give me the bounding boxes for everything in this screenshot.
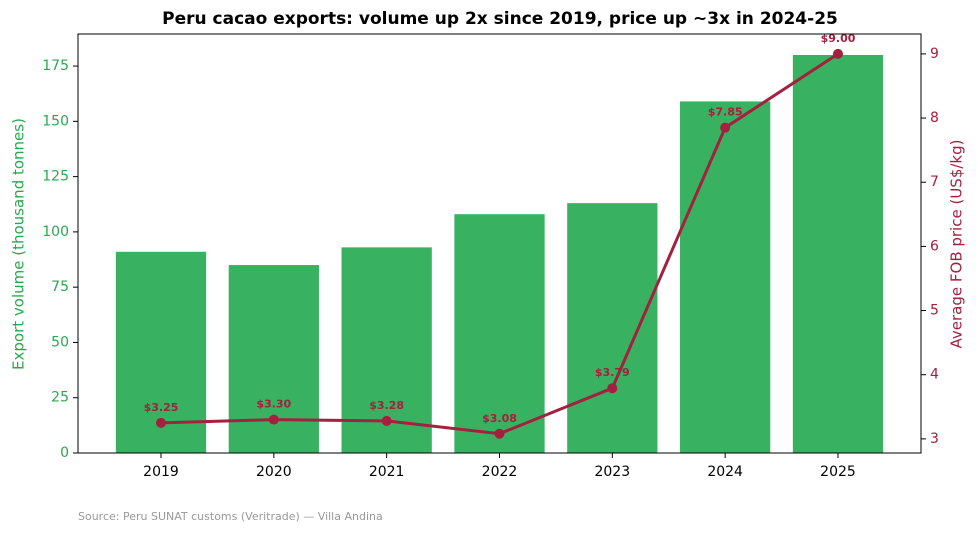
y2-tick-label: 8 bbox=[930, 110, 939, 126]
price-point bbox=[268, 414, 279, 425]
y2-tick-label: 4 bbox=[930, 367, 939, 383]
y-axis-label: Export volume (thousand tonnes) bbox=[10, 118, 28, 370]
x-tick-label: 2021 bbox=[369, 464, 405, 480]
bar bbox=[792, 55, 884, 453]
bar bbox=[454, 214, 545, 453]
price-point bbox=[832, 48, 843, 59]
y2-tick-label: 6 bbox=[930, 238, 939, 254]
price-point bbox=[381, 415, 392, 426]
y2-tick-label: 7 bbox=[930, 174, 939, 190]
price-point bbox=[494, 428, 505, 439]
y-tick-label: 150 bbox=[42, 113, 69, 129]
data-label: $7.85 bbox=[708, 106, 743, 119]
x-tick-label: 2019 bbox=[143, 464, 179, 480]
x-tick-label: 2023 bbox=[594, 464, 630, 480]
x-tick-label: 2024 bbox=[707, 464, 743, 480]
data-label: $3.25 bbox=[144, 401, 179, 414]
chart-title: Peru cacao exports: volume up 2x since 2… bbox=[162, 9, 838, 29]
data-label: $3.28 bbox=[369, 399, 404, 412]
bar bbox=[228, 265, 319, 453]
bar bbox=[567, 203, 658, 453]
y-tick-label: 25 bbox=[51, 390, 69, 406]
y2-tick-label: 9 bbox=[930, 46, 939, 62]
bar bbox=[680, 101, 771, 454]
y-tick-label: 0 bbox=[60, 445, 69, 461]
price-point bbox=[156, 417, 166, 428]
data-label: $3.79 bbox=[595, 366, 630, 379]
y2-tick-label: 5 bbox=[930, 303, 939, 319]
data-label: $3.08 bbox=[482, 412, 517, 425]
source-note: Source: Peru SUNAT customs (Veritrade) —… bbox=[78, 510, 383, 523]
data-label: $9.00 bbox=[821, 32, 856, 45]
plot-frame bbox=[77, 33, 922, 454]
y2-axis-label: Average FOB price (US$/kg) bbox=[948, 140, 966, 349]
x-tick-label: 2020 bbox=[256, 464, 292, 480]
price-point bbox=[720, 122, 731, 133]
y-tick-label: 100 bbox=[42, 224, 69, 240]
x-tick-label: 2022 bbox=[482, 464, 518, 480]
y-tick-label: 125 bbox=[42, 169, 69, 185]
y2-tick-label: 3 bbox=[930, 431, 939, 447]
y-tick-label: 50 bbox=[51, 334, 69, 350]
x-tick-label: 2025 bbox=[820, 464, 856, 480]
data-label: $3.30 bbox=[256, 398, 291, 411]
price-point bbox=[607, 383, 618, 394]
y-tick-label: 175 bbox=[42, 58, 69, 74]
y-tick-label: 75 bbox=[51, 279, 69, 295]
